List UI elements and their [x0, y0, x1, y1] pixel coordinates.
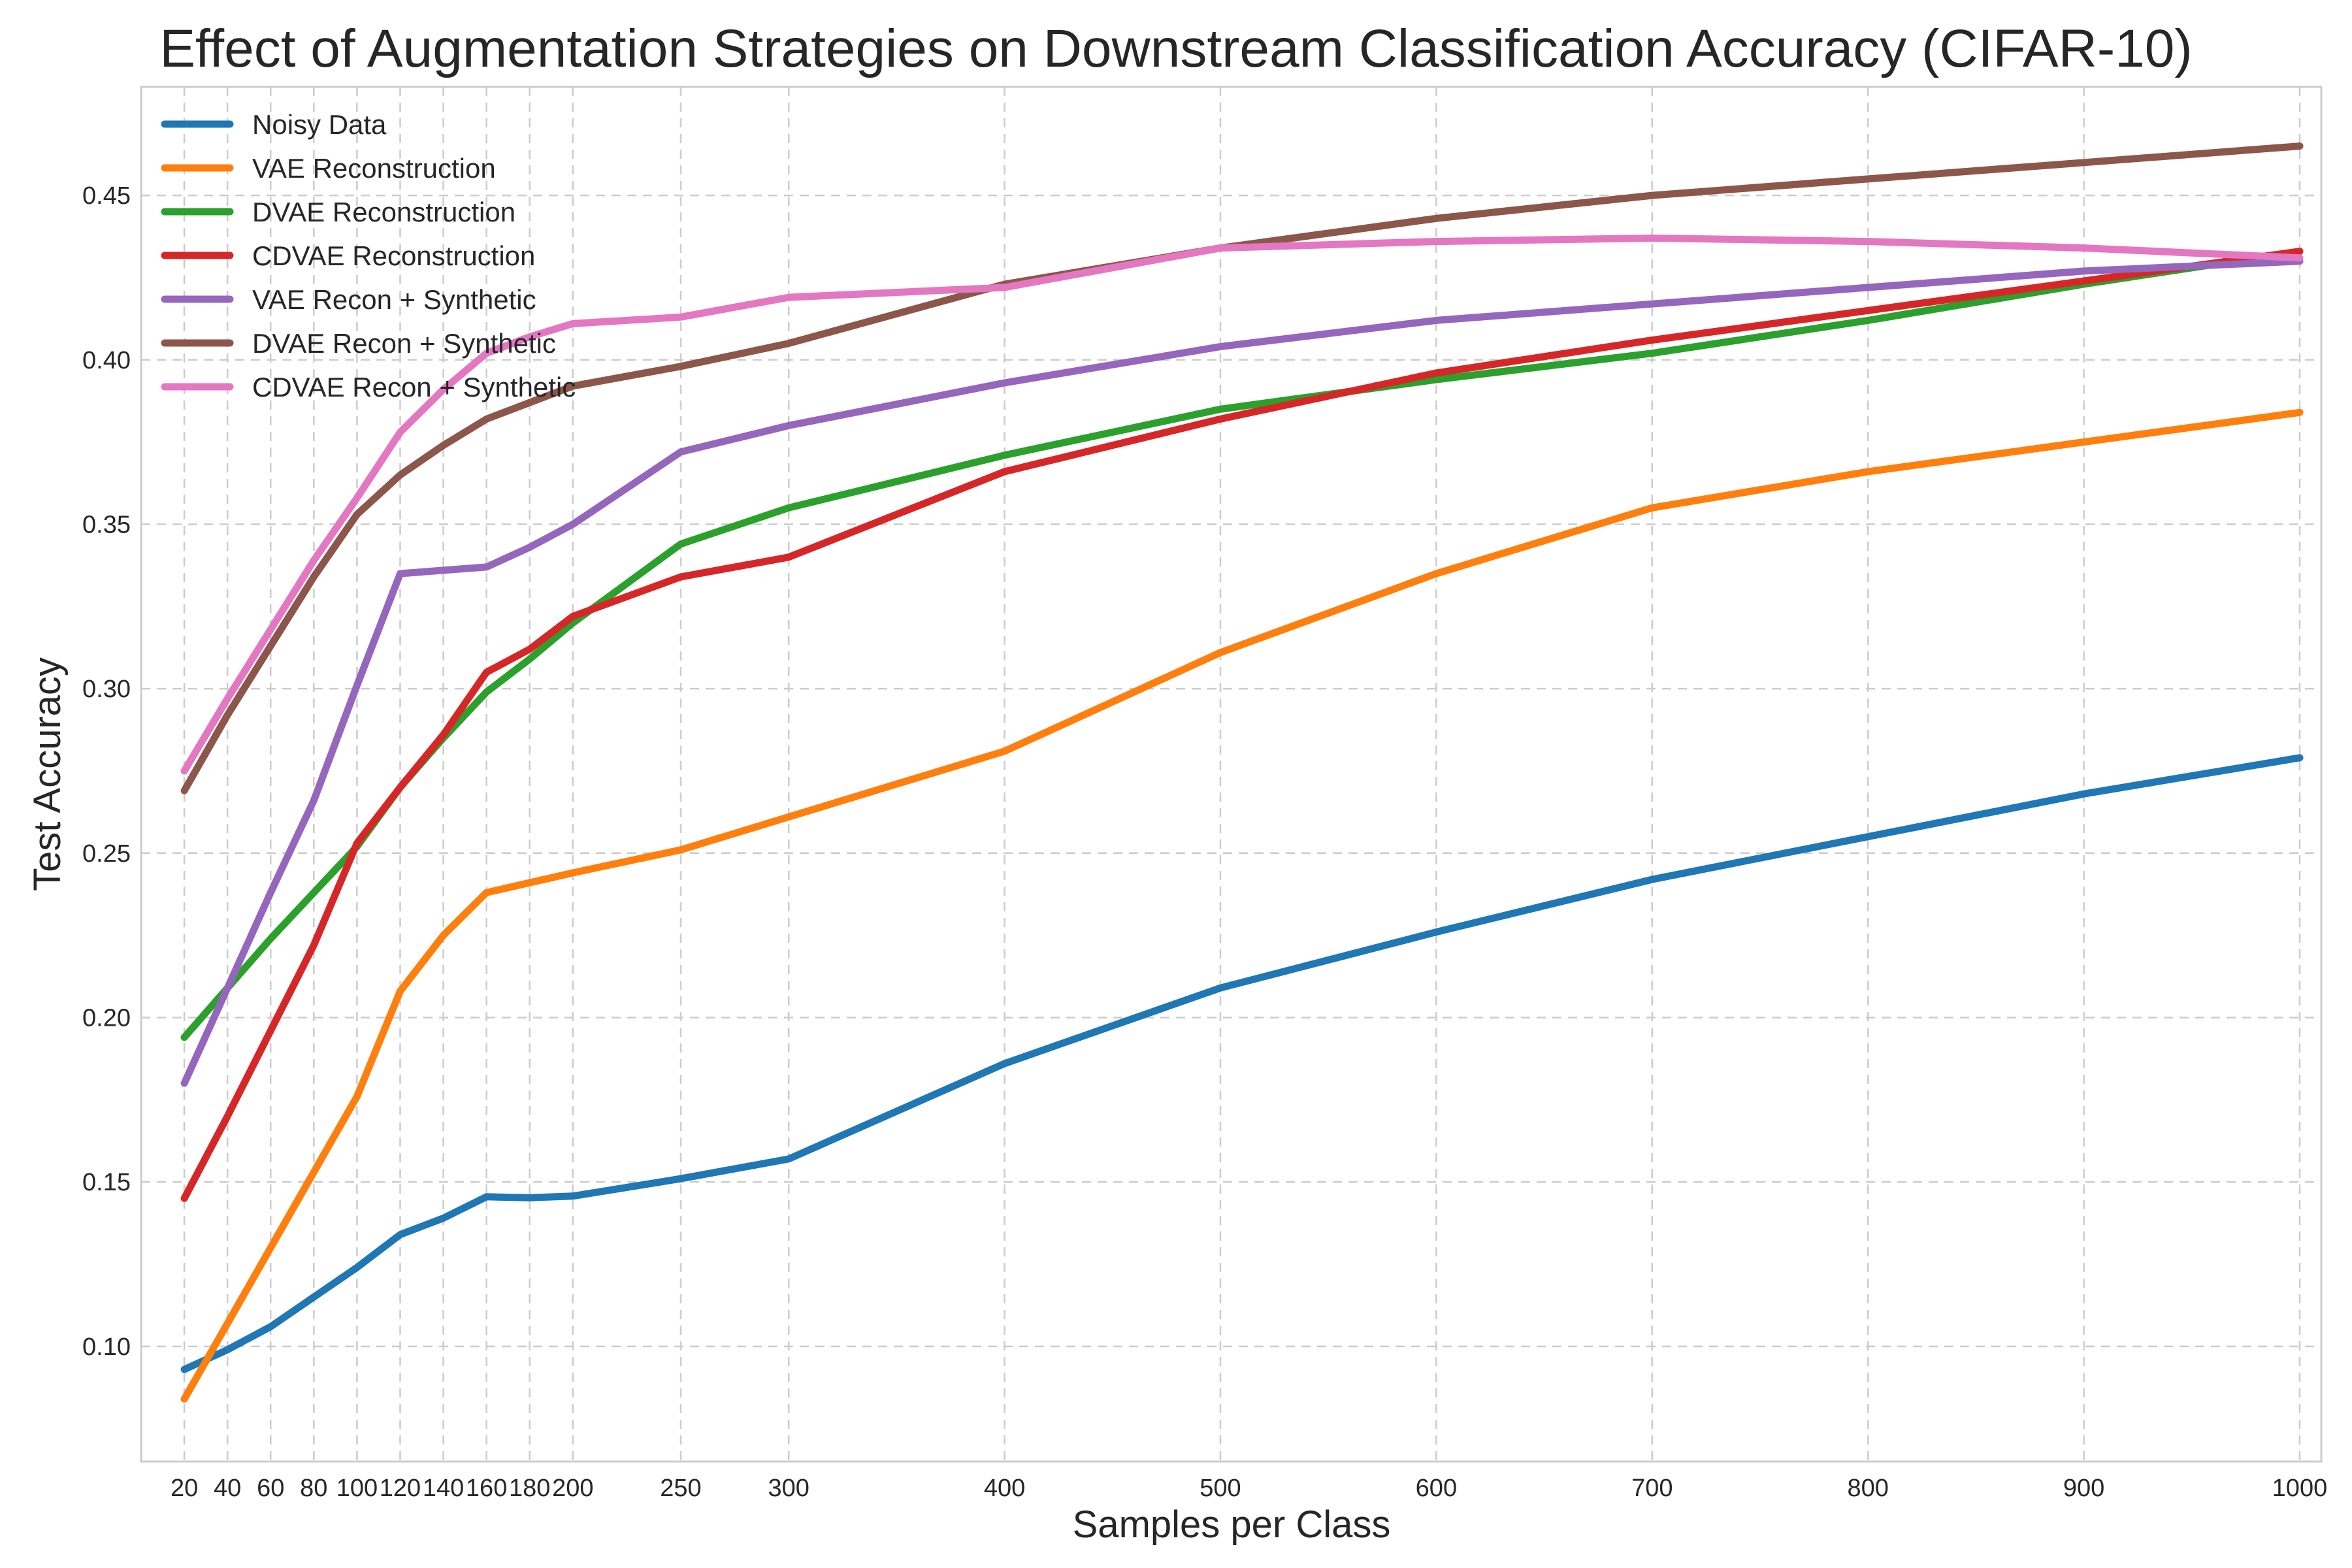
x-tick-label: 20	[171, 1475, 198, 1502]
legend-item-dvae-reconstruction: DVAE Reconstruction	[161, 197, 515, 227]
y-tick-label: 0.40	[82, 347, 131, 374]
x-tick-label: 500	[1200, 1475, 1241, 1502]
x-axis-label: Samples per Class	[1073, 1503, 1391, 1546]
x-tick-label: 180	[509, 1475, 550, 1502]
series-line-vae-recon-synthetic	[180, 257, 2304, 1087]
x-tick-label: 800	[1847, 1475, 1888, 1502]
y-tick-label: 0.20	[82, 1004, 131, 1032]
y-tick-label: 0.45	[82, 182, 131, 210]
x-tick-label: 900	[2063, 1475, 2104, 1502]
y-axis-label: Test Accuracy	[26, 657, 69, 891]
x-tick-label: 140	[423, 1475, 464, 1502]
legend-item-dvae-recon-synthetic: DVAE Recon + Synthetic	[161, 328, 556, 359]
plot-frame	[140, 86, 2323, 1463]
legend-label: DVAE Reconstruction	[252, 197, 515, 227]
x-tick-label: 100	[336, 1475, 378, 1502]
series-line-dvae-recon-synthetic	[180, 142, 2304, 794]
y-tick-label: 0.15	[82, 1169, 131, 1196]
legend-label: DVAE Recon + Synthetic	[252, 328, 556, 359]
x-tick-label: 1000	[2272, 1475, 2328, 1502]
legend-item-vae-recon-synthetic: VAE Recon + Synthetic	[161, 284, 536, 315]
legend-label: CDVAE Recon + Synthetic	[252, 372, 576, 402]
series-line-cdvae-recon-synthetic	[180, 235, 2304, 775]
y-tick-label: 0.25	[82, 840, 131, 868]
x-tick-label: 60	[257, 1475, 284, 1502]
legend-item-cdvae-recon-synthetic: CDVAE Recon + Synthetic	[161, 372, 576, 402]
legend: Noisy Data VAE Reconstruction DVAE Reconst…	[161, 109, 576, 402]
series-line-vae-reconstruction	[180, 408, 2304, 1403]
legend-label: CDVAE Reconstruction	[252, 240, 535, 271]
x-tick-label: 600	[1416, 1475, 1457, 1502]
series-line-cdvae-reconstruction	[180, 248, 2304, 1202]
series-lines	[180, 142, 2304, 1403]
legend-label: VAE Reconstruction	[252, 153, 496, 184]
legend-label: VAE Recon + Synthetic	[252, 284, 536, 315]
legend-label: Noisy Data	[252, 109, 387, 140]
x-tick-label: 160	[466, 1475, 507, 1502]
x-tick-labels: 20 40 60 80 100 120 140 160 180 200 250 300 400 500 60…	[171, 1475, 2327, 1502]
legend-item-noisy-data: Noisy Data	[161, 109, 387, 140]
y-tick-label: 0.30	[82, 676, 131, 703]
series-line-noisy-data	[180, 754, 2304, 1373]
chart-title: Effect of Augmentation Strategies on Dow…	[159, 19, 2192, 78]
x-tick-label: 300	[768, 1475, 809, 1502]
x-tick-label: 200	[552, 1475, 593, 1502]
x-tick-label: 250	[660, 1475, 701, 1502]
grid-lines	[141, 87, 2321, 1462]
x-tick-label: 80	[300, 1475, 327, 1502]
series-line-dvae-reconstruction	[180, 248, 2304, 1041]
y-tick-label: 0.35	[82, 511, 131, 538]
x-tick-label: 700	[1631, 1475, 1673, 1502]
x-tick-label: 40	[214, 1475, 241, 1502]
legend-item-vae-reconstruction: VAE Reconstruction	[161, 153, 496, 184]
y-tick-label: 0.10	[82, 1333, 131, 1361]
x-tick-label: 400	[984, 1475, 1025, 1502]
y-tick-labels: 0.10 0.15 0.20 0.25 0.30 0.35 0.40 0.45	[82, 182, 131, 1361]
x-tick-label: 120	[380, 1475, 421, 1502]
legend-item-cdvae-reconstruction: CDVAE Reconstruction	[161, 240, 535, 271]
